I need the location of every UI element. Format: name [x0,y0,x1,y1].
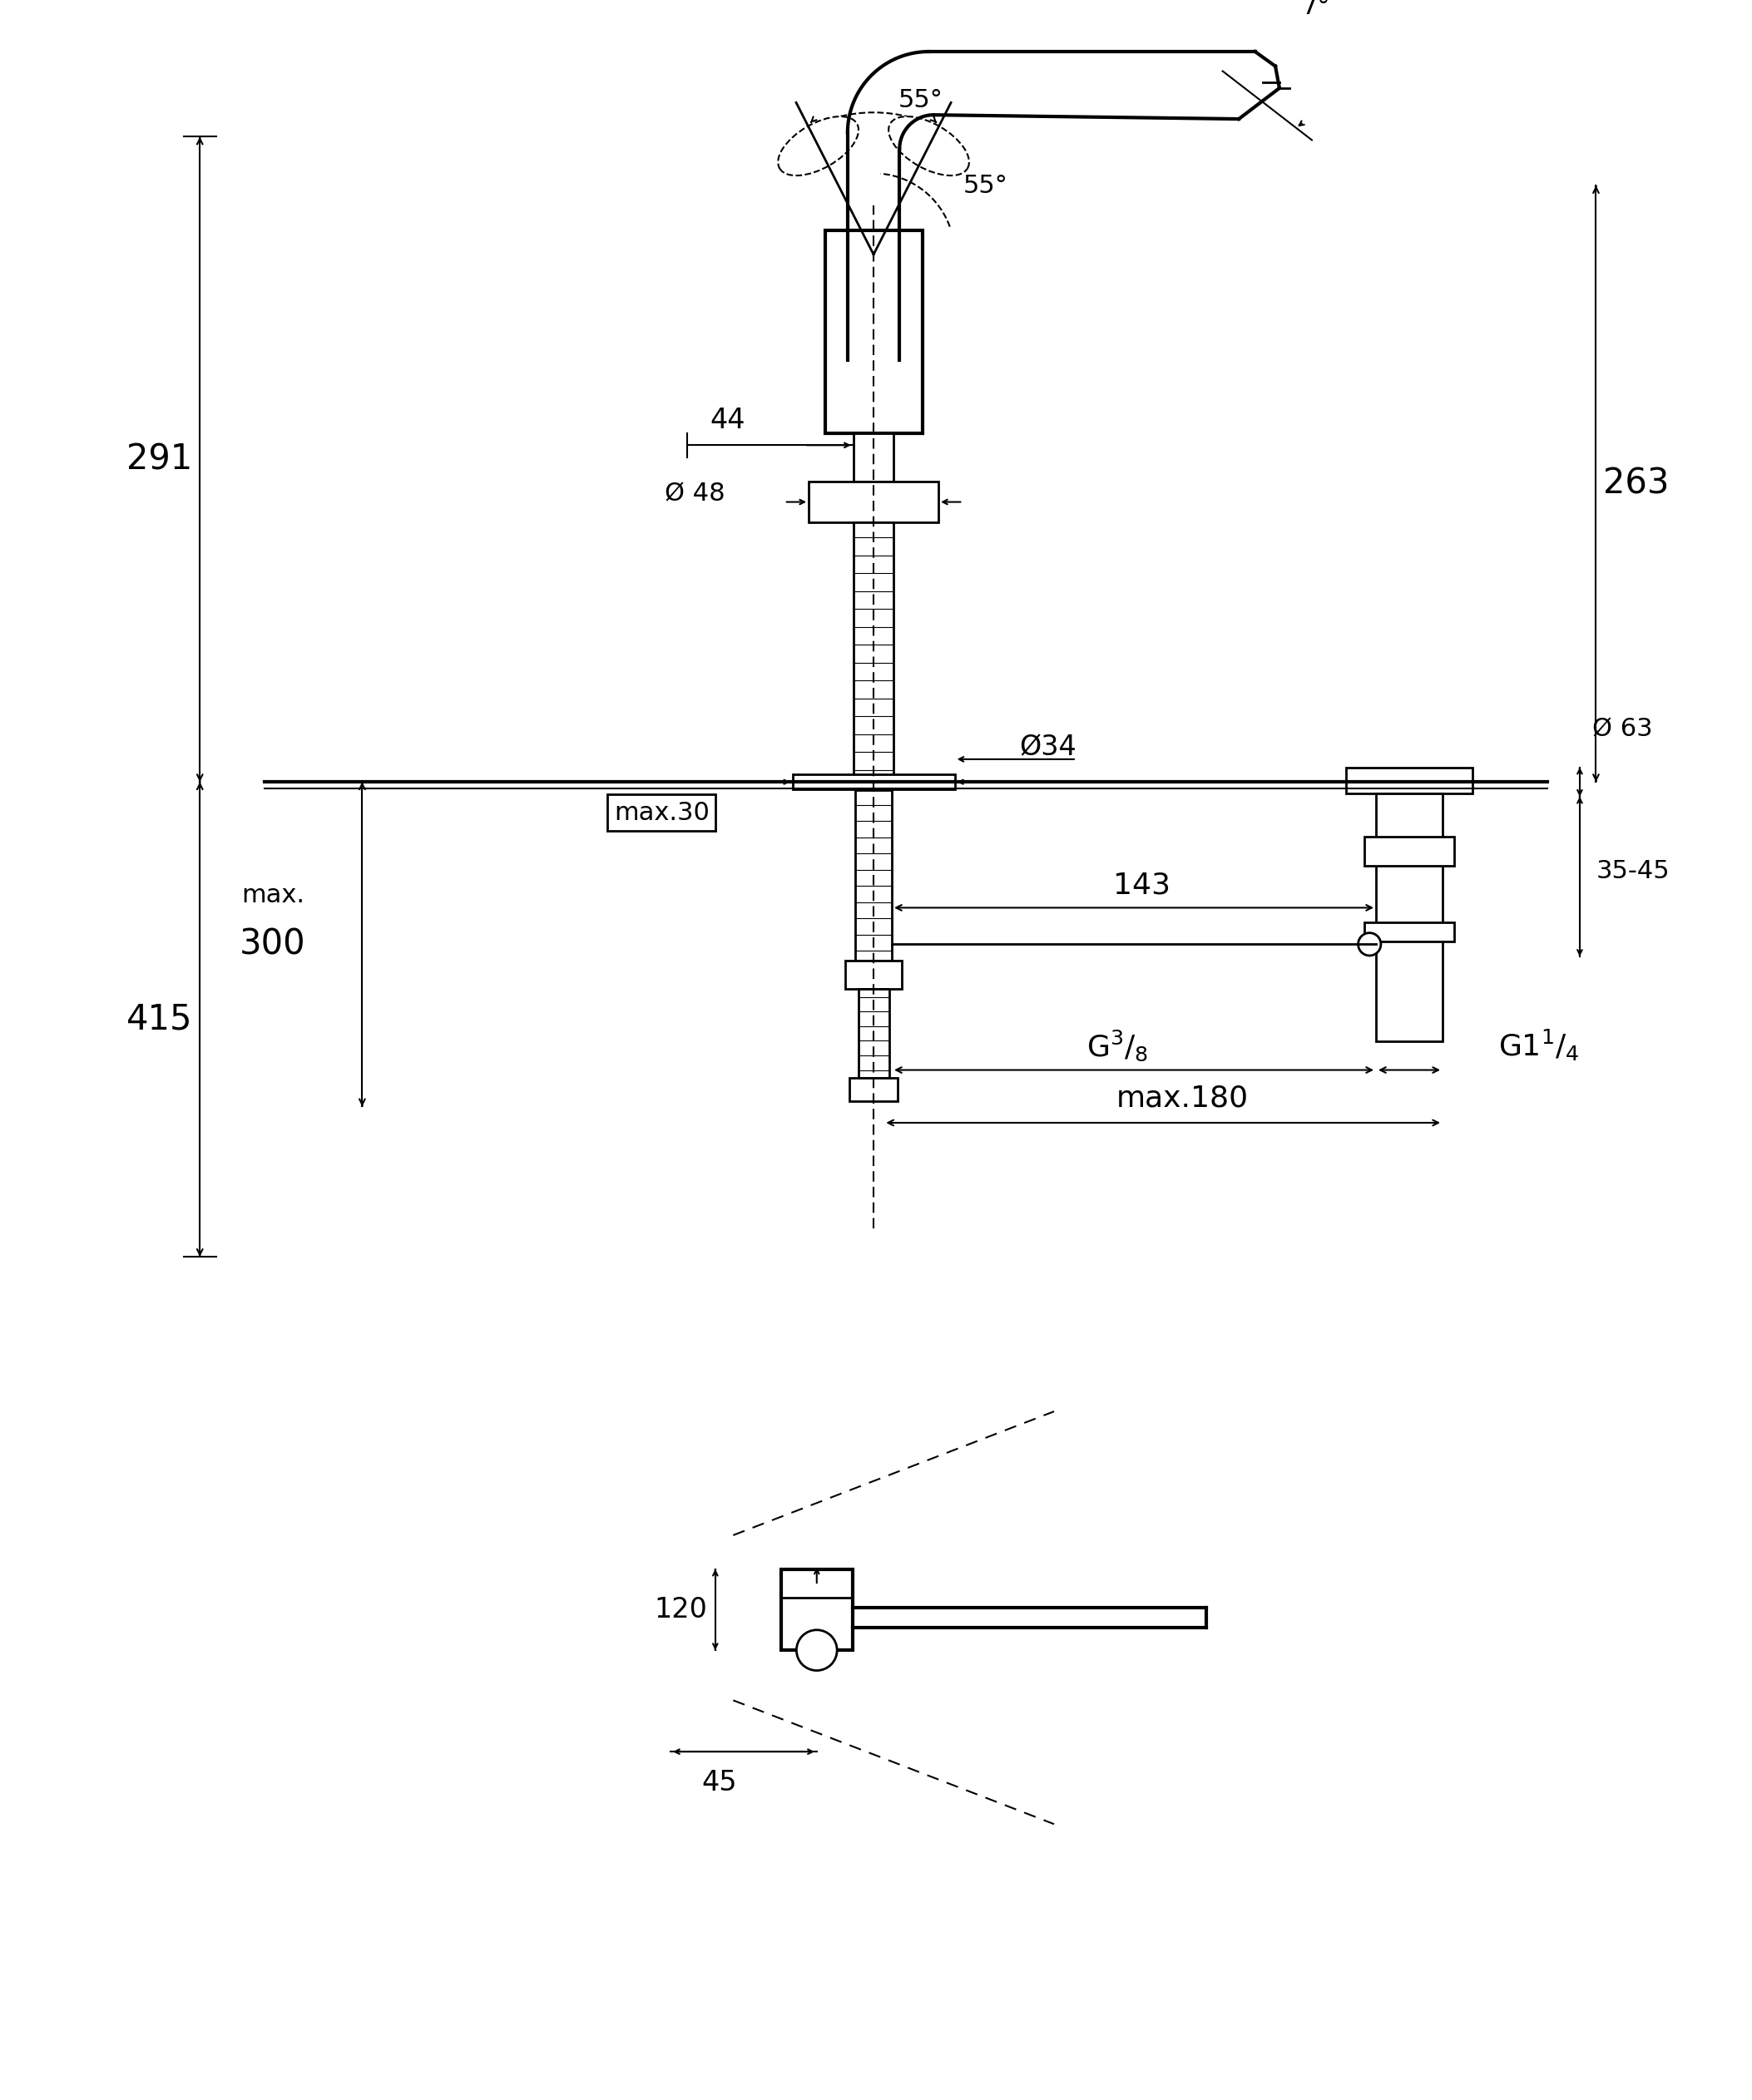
Text: 300: 300 [240,926,307,962]
Bar [792,775,955,790]
Text: 55°: 55° [899,88,943,113]
Text: 44: 44 [710,407,745,435]
Text: Ø 48: Ø 48 [664,481,725,506]
Bar [853,523,894,785]
Text: max.180: max.180 [1116,1084,1247,1113]
Text: 143: 143 [1113,872,1170,899]
Text: 7°: 7° [1302,0,1330,19]
Bar [853,433,894,481]
Circle shape [797,1630,837,1670]
Text: max.: max. [242,884,305,907]
Ellipse shape [888,116,969,176]
Bar [1346,766,1472,794]
Bar [781,1569,853,1651]
Text: G1$^1$/$_4$: G1$^1$/$_4$ [1498,1029,1580,1063]
Bar [809,481,939,523]
Text: Ø 63: Ø 63 [1593,716,1652,741]
Bar [1365,836,1454,865]
Bar [850,1077,899,1100]
Text: G$^3$/$_8$: G$^3$/$_8$ [1086,1029,1148,1063]
Text: 291: 291 [126,441,193,477]
Bar [1375,794,1442,1042]
Text: Ø34: Ø34 [1020,735,1077,762]
Bar [858,989,888,1077]
Text: 55°: 55° [964,174,1007,197]
Bar [855,790,892,960]
Text: max.30: max.30 [613,800,710,825]
Text: 35-45: 35-45 [1596,859,1670,884]
Text: 45: 45 [701,1768,738,1795]
Text: 415: 415 [126,1002,193,1037]
Ellipse shape [778,116,858,176]
Text: 263: 263 [1603,466,1670,502]
Bar [1365,922,1454,941]
Text: 120: 120 [653,1596,708,1623]
Bar [844,960,902,989]
Circle shape [1358,932,1381,956]
Bar [825,231,922,433]
